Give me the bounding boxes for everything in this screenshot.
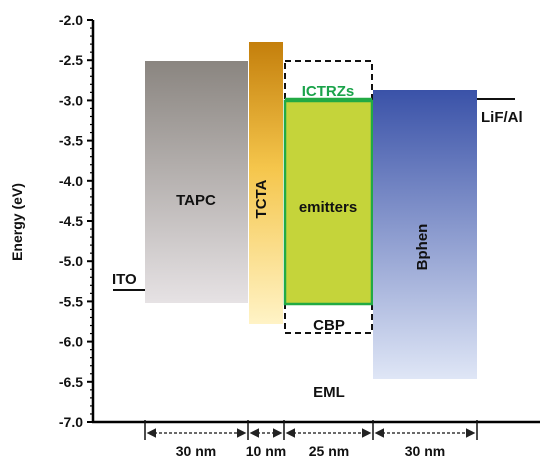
thickness-label-tcta: 10 nm [246,443,286,459]
y-tick-label: -3.5 [59,133,83,149]
y-axis: -2.0 -2.5 -3.0 -3.5 -4.0 -4.5 -5.0 -5.5 -6.0 -6.5… [59,12,540,430]
tapc-label: TAPC [176,192,216,209]
y-tick-label: -4.5 [59,213,83,229]
thickness-label-tapc: 30 nm [176,443,216,459]
lifal-label: LiF/Al [481,109,523,126]
tcta-label: TCTA [253,179,270,218]
thickness-label-eml: 25 nm [309,443,349,459]
y-tick-label: -4.0 [59,173,83,189]
y-tick-label: -5.0 [59,253,83,269]
y-tick-label: -3.0 [59,92,83,108]
y-tick-label: -2.0 [59,12,83,28]
eml-label: EML [313,384,345,401]
cbp-label: CBP [313,317,345,334]
y-tick-label: -6.5 [59,374,83,390]
bphen-layer [373,90,477,379]
y-ticks: -2.0 -2.5 -3.0 -3.5 -4.0 -4.5 -5.0 -5.5 -6.0 -6.5… [59,12,93,430]
thickness-label-bphen: 30 nm [405,443,445,459]
tcta-layer [249,42,283,324]
ictrz-label: ICTRZs [302,83,355,100]
y-tick-label: -6.0 [59,334,83,350]
tapc-layer [145,61,248,303]
emitter-label: emitters [299,199,357,216]
bphen-label: Bphen [414,224,431,271]
emitter-layer [283,99,374,306]
y-tick-label: -5.5 [59,293,83,309]
ito-label: ITO [112,271,137,288]
y-axis-label: Energy (eV) [9,183,25,261]
thickness-indicators: 30 nm 10 nm 25 nm 30 nm [144,420,478,459]
y-tick-label: -2.5 [59,52,83,68]
y-tick-label: -7.0 [59,414,83,430]
